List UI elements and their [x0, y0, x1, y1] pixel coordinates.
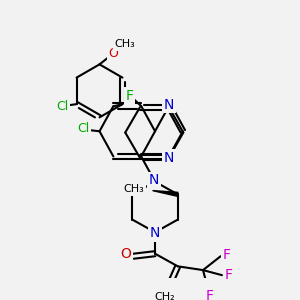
Polygon shape: [152, 190, 178, 196]
Text: N: N: [164, 98, 174, 112]
Text: N: N: [148, 173, 159, 188]
Text: F: F: [205, 289, 213, 300]
Text: CH₃: CH₃: [114, 39, 135, 49]
Text: Cl: Cl: [77, 122, 89, 135]
Text: O: O: [121, 247, 131, 261]
Text: CH₂: CH₂: [155, 292, 176, 300]
Text: CH₃: CH₃: [124, 184, 144, 194]
Text: F: F: [223, 248, 231, 262]
Text: F: F: [126, 89, 134, 103]
Text: F: F: [225, 268, 233, 282]
Text: N: N: [150, 226, 160, 241]
Text: Cl: Cl: [57, 100, 69, 113]
Text: O: O: [109, 46, 118, 59]
Text: N: N: [164, 151, 174, 165]
